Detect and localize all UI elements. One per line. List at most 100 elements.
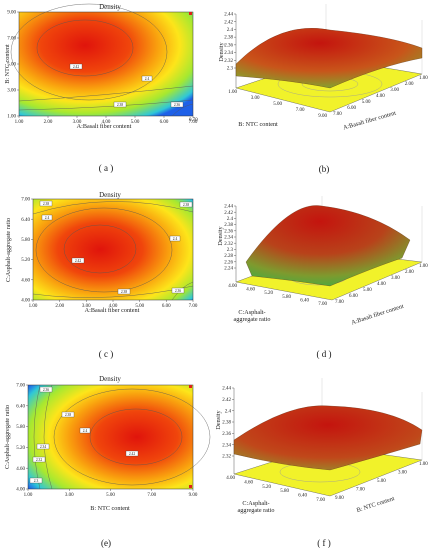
x-tick-label: 3.00 — [65, 493, 74, 498]
panel-c-plot-area — [32, 198, 194, 301]
panel-a-contour-labels: 2.42 2.4 2.38 2.36 — [69, 63, 184, 108]
axis2-tick-label: 1.00 — [419, 462, 428, 467]
panel-f-axis1-ticks: 4.00 4.60 5.20 5.80 6.40 7.00 — [226, 476, 325, 503]
axis2-tick-label: 2.00 — [405, 270, 414, 275]
contour-label: 2.4 — [173, 237, 178, 241]
contour-label: 2.36 — [43, 388, 49, 392]
contour-label: 2.42 — [129, 452, 135, 456]
y-tick-label: 1.00 — [7, 115, 16, 120]
panel-a-contour: Density 2.42 2.4 2.38 2.36 0.70 1.00 2.00… — [4, 3, 198, 173]
x-tick-label: 3.00 — [82, 304, 91, 309]
x-tick-label: 2.00 — [55, 304, 64, 309]
x-tick-label: 1.00 — [29, 304, 38, 309]
contour-label: 2.36 — [174, 103, 180, 107]
panel-f-axis2-ticks: 1.00 3.00 5.00 7.00 9.00 — [335, 462, 428, 501]
y-tick-label: 5.80 — [16, 425, 25, 430]
x-tick-label: 1.00 — [24, 493, 33, 498]
axis2-tick-label: 5.00 — [362, 100, 371, 105]
axis1-tick-label: 7.00 — [296, 108, 305, 113]
x-tick-label: 4.00 — [109, 304, 118, 309]
panel-b-axis2-ticks: 1.00 2.00 3.00 4.00 5.00 6.00 7.00 — [333, 76, 428, 117]
contour-label: 2.36 — [175, 289, 181, 293]
axis2-tick-label: 6.00 — [349, 294, 358, 299]
z-tick-label: 2.38 — [224, 36, 233, 41]
panel-e-contour-line — [43, 384, 53, 490]
z-tick-label: 2.4 — [227, 28, 234, 33]
axis1-tick-label: 4.00 — [228, 284, 237, 289]
y-tick-label: 5.20 — [21, 258, 30, 263]
z-tick-label: 2.32 — [224, 59, 233, 64]
x-tick-label: 7.00 — [189, 120, 198, 125]
axis2-tick-label: 5.00 — [363, 288, 372, 293]
axis1-tick-label: 6.40 — [298, 494, 307, 499]
axis1-tick-label: 4.00 — [226, 476, 235, 481]
y-tick-label: 4.00 — [16, 488, 25, 493]
axis2-tick-label: 3.00 — [390, 88, 399, 93]
contour-label: 2.32 — [36, 458, 42, 462]
panel-f-surface-mesh — [233, 405, 423, 471]
panel-a-x-ticks: 1.00 2.00 3.00 4.00 5.00 6.00 7.00 — [15, 116, 198, 125]
z-tick-label: 2.26 — [224, 260, 233, 265]
contour-label: 2.38 — [117, 103, 123, 107]
x-tick-label: 5.00 — [106, 493, 115, 498]
contour-label: 2.38 — [121, 290, 127, 294]
axis2-tick-label: 1.00 — [419, 76, 428, 81]
z-tick-label: 2.36 — [224, 229, 233, 234]
z-tick-label: 2.24 — [224, 267, 233, 272]
z-tick-label: 2.42 — [224, 211, 233, 216]
panel-b-zlabel: Density — [218, 41, 225, 61]
y-tick-label: 6.40 — [21, 218, 30, 223]
contour-label: 2.38 — [65, 413, 71, 417]
panel-e-ylabel: C:Asphalt-aggregate ratio — [4, 405, 11, 469]
contour-label: 2.4 — [83, 429, 88, 433]
y-tick-label: 7.00 — [16, 384, 25, 389]
y-tick-label: 3.00 — [7, 89, 16, 94]
x-tick-label: 5.00 — [135, 304, 144, 309]
z-tick-label: 2.3 — [227, 248, 234, 253]
panel-d-surface-mesh — [245, 205, 411, 287]
x-tick-label: 6.00 — [162, 304, 171, 309]
panel-a-contour-line — [10, 3, 168, 101]
panel-b-axis1-ticks: 1.00 3.00 5.00 7.00 9.00 — [228, 90, 327, 119]
design-point — [189, 385, 192, 388]
contour-label: 2.42 — [75, 259, 81, 263]
panel-a-plot-area — [18, 11, 194, 117]
contour-label: 2.3 — [34, 479, 39, 483]
z-tick-label: 2.28 — [224, 254, 233, 259]
y-tick-label: 5.00 — [7, 63, 16, 68]
panel-f-caption: ( f ) — [317, 538, 331, 548]
panel-a-caption: ( a ) — [99, 163, 114, 173]
panel-e-contour-line — [89, 408, 183, 466]
x-tick-label: 7.00 — [189, 304, 198, 309]
panel-b-surface-mesh — [235, 27, 423, 89]
z-tick-label: 2.34 — [224, 236, 233, 241]
z-tick-label: 2.34 — [222, 443, 231, 448]
panel-e-plot-area — [27, 384, 194, 490]
contour-label: 2.4 — [45, 216, 50, 220]
panel-d-axis1-ticks: 4.00 4.60 5.20 5.80 6.40 7.00 — [228, 284, 327, 307]
panel-c-contour: Density 2.38 2.4 2.42 2.4 2.38 2.36 2.38… — [5, 191, 198, 359]
y-tick-label: 7.00 — [21, 198, 30, 203]
panel-b-surface: 2.3 2.32 2.34 2.36 2.38 2.4 2.42 2.44 Density 1… — [218, 4, 428, 174]
panel-c-caption: ( c ) — [99, 349, 114, 359]
axis2-tick-label: 7.00 — [335, 300, 344, 305]
panel-e-x-ticks: 1.00 3.00 5.00 7.00 9.00 — [24, 489, 198, 498]
z-tick-label: 2.34 — [224, 51, 233, 56]
z-tick-label: 2.44 — [222, 387, 231, 392]
z-tick-label: 2.42 — [222, 398, 231, 403]
panel-a-title: Density — [99, 3, 121, 11]
axis1-label-line: C:Asphalt- — [242, 500, 269, 507]
y-tick-label: 5.80 — [21, 238, 30, 243]
panel-f-z-ticks: 2.32 2.34 2.36 2.38 2.4 2.42 2.44 — [222, 387, 234, 460]
x-tick-label: 9.00 — [189, 493, 198, 498]
panel-a-contour-line — [36, 19, 134, 77]
y-tick-label: 4.60 — [21, 278, 30, 283]
x-tick-label: 5.00 — [131, 120, 140, 125]
contour-label: 2.38 — [43, 202, 49, 206]
axis2-tick-label: 3.00 — [391, 276, 400, 281]
x-tick-label: 1.00 — [15, 120, 24, 125]
panel-e-contour-line — [53, 388, 211, 486]
panel-b-axis2-label: A:Basalt fiber content — [342, 110, 397, 132]
z-tick-label: 2.42 — [224, 20, 233, 25]
panel-b-caption: (b) — [319, 164, 330, 174]
